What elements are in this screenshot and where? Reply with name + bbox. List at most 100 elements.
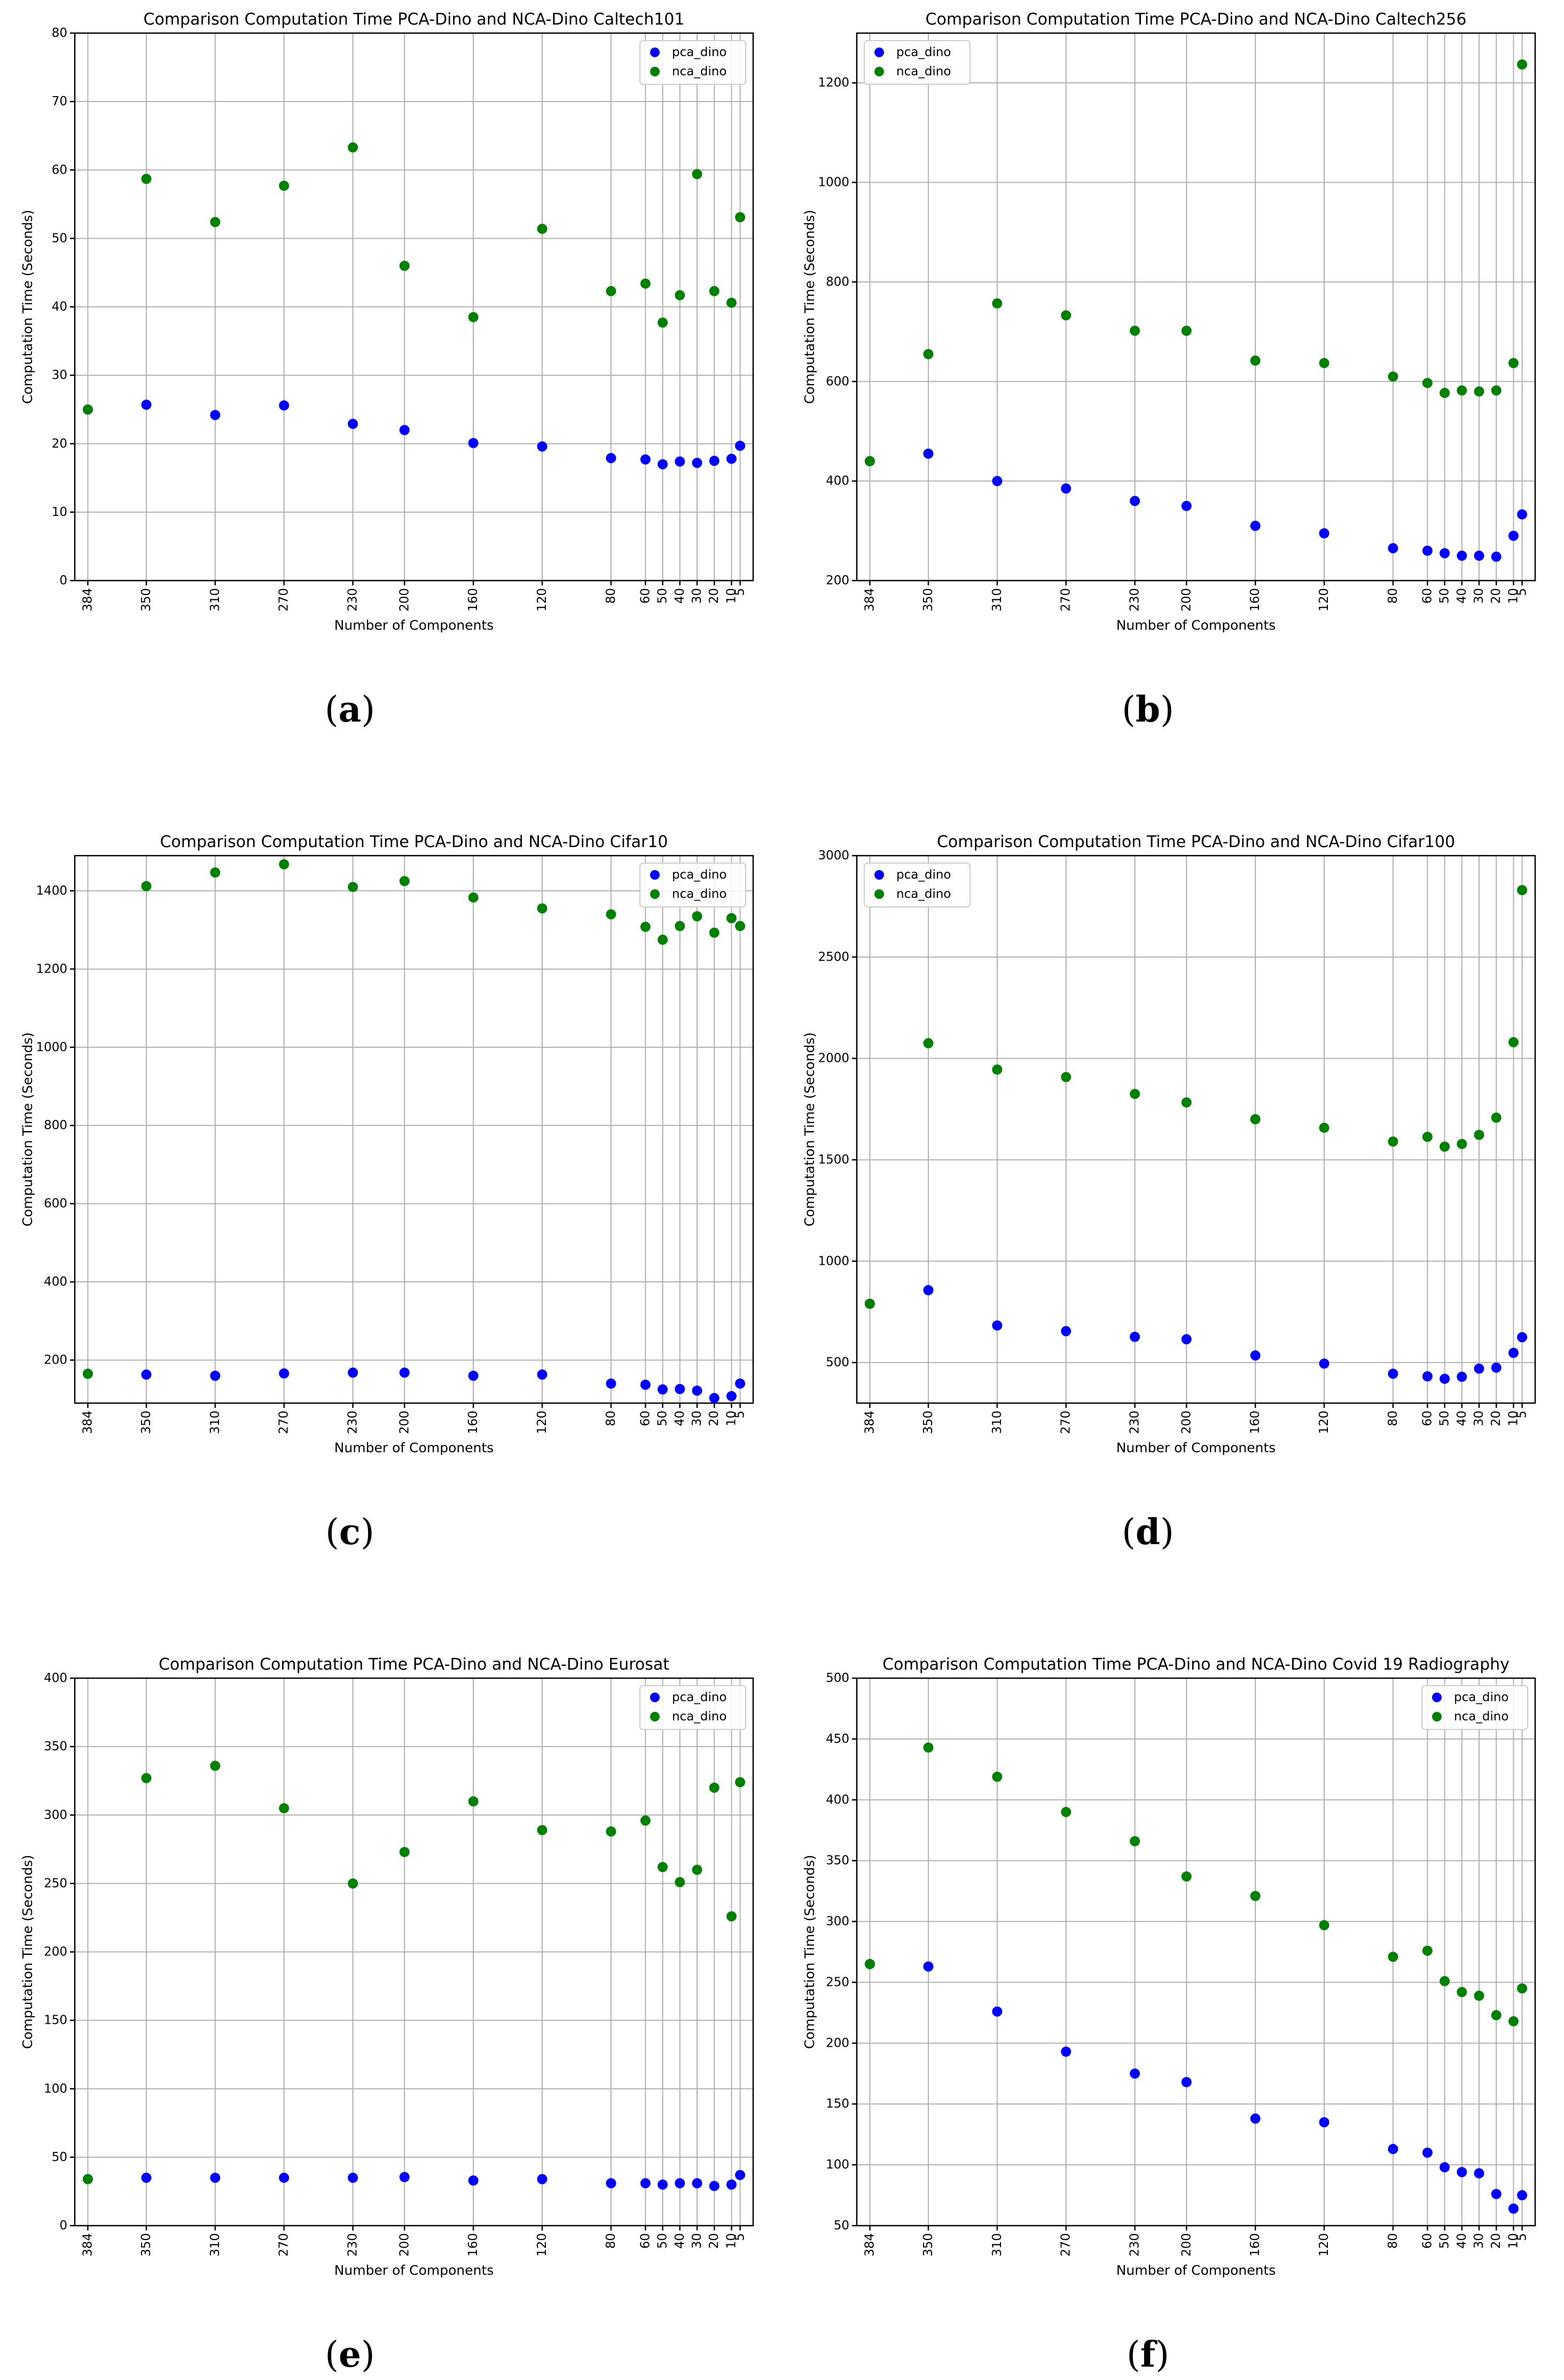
x-tick-label: 200 — [397, 1411, 411, 1434]
x-tick-label: 120 — [535, 2233, 549, 2257]
data-point-pca_dino — [735, 1378, 746, 1389]
x-axis-label: Number of Components — [1116, 1440, 1276, 1455]
data-point-nca_dino — [675, 290, 685, 301]
x-tick-label: 50 — [1438, 588, 1452, 604]
data-point-nca_dino — [1061, 310, 1072, 320]
x-tick-label: 5 — [733, 1411, 747, 1419]
y-tick-label: 150 — [44, 2014, 67, 2027]
data-point-pca_dino — [1319, 528, 1330, 538]
legend-box — [639, 863, 746, 907]
y-tick-label: 600 — [44, 1197, 67, 1211]
y-axis: 200 400 600 800 1000 1200 — [818, 76, 857, 588]
y-tick-label: 1000 — [36, 1040, 67, 1054]
data-point-pca_dino — [348, 1367, 358, 1378]
data-point-nca_dino — [1181, 325, 1192, 336]
x-tick-label: 80 — [1386, 588, 1400, 604]
data-point-pca_dino — [606, 1378, 616, 1389]
caption-c: (c) — [325, 1511, 374, 1553]
x-tick-label: 200 — [397, 588, 411, 612]
legend-marker-pca_dino — [874, 48, 884, 57]
data-point-pca_dino — [606, 2178, 616, 2189]
y-tick-label: 10 — [52, 505, 67, 519]
y-axis-label: Computation Time (Seconds) — [802, 1032, 817, 1226]
x-tick-label: 230 — [346, 1411, 360, 1434]
data-point-nca_dino — [735, 1777, 746, 1788]
x-tick-label: 60 — [638, 588, 652, 604]
data-point-pca_dino — [658, 1384, 668, 1395]
legend-marker-pca_dino — [650, 48, 660, 57]
data-point-pca_dino — [1474, 550, 1484, 561]
grid — [857, 1678, 1535, 2226]
data-point-pca_dino — [675, 456, 685, 467]
data-point-nca_dino — [82, 404, 93, 415]
data-point-pca_dino — [537, 2174, 548, 2185]
data-point-nca_dino — [735, 921, 746, 931]
data-point-pca_dino — [1440, 548, 1450, 559]
data-point-nca_dino — [640, 921, 651, 932]
y-axis-label: Computation Time (Seconds) — [20, 1032, 35, 1226]
x-tick-label: 60 — [1420, 1411, 1434, 1426]
data-point-pca_dino — [640, 2178, 651, 2189]
data-point-pca_dino — [141, 400, 152, 410]
data-point-nca_dino — [606, 1826, 616, 1837]
series-pca_dino — [82, 1367, 746, 1403]
x-tick-label: 60 — [1420, 588, 1434, 604]
y-tick-label: 400 — [44, 1275, 67, 1289]
data-point-pca_dino — [279, 400, 290, 411]
data-point-nca_dino — [675, 1877, 685, 1888]
data-point-nca_dino — [1508, 2016, 1519, 2026]
data-point-pca_dino — [1061, 483, 1072, 494]
data-point-pca_dino — [141, 1369, 152, 1380]
x-tick-label: 160 — [1248, 588, 1262, 612]
data-point-nca_dino — [709, 286, 720, 296]
data-point-pca_dino — [1388, 543, 1398, 553]
y-axis: 0 50 100 150 200 250 300 350 400 — [44, 1671, 75, 2233]
series-nca_dino — [82, 142, 746, 415]
y-tick-label: 2500 — [818, 950, 849, 964]
x-tick-label: 310 — [990, 1411, 1004, 1434]
chart-title: Comparison Computation Time PCA-Dino and… — [937, 833, 1455, 851]
y-tick-label: 800 — [826, 275, 849, 289]
chart-covid19-radiography: 384 350 310 270 230 200 160 120 80 60 50 40 30 20 1055… — [802, 1655, 1536, 2278]
x-axis: 384 350 310 270 230 200 160 120 80 60 50 40 30 20 105 — [81, 1403, 747, 1434]
y-tick-label: 250 — [44, 1876, 67, 1890]
y-tick-label: 600 — [826, 374, 849, 388]
data-point-nca_dino — [640, 278, 651, 289]
x-tick-label: 230 — [1128, 2233, 1142, 2257]
data-point-nca_dino — [1517, 1983, 1528, 1994]
x-axis: 384 350 310 270 230 200 160 120 80 60 50 40 30 20 105 — [863, 581, 1529, 612]
x-tick-label: 50 — [1438, 2233, 1452, 2249]
data-point-nca_dino — [1457, 1139, 1467, 1149]
data-point-nca_dino — [864, 1959, 875, 1969]
y-tick-label: 200 — [826, 2036, 849, 2050]
series-pca_dino — [82, 2170, 746, 2191]
y-axis-label: Computation Time (Seconds) — [802, 210, 817, 404]
x-tick-label: 384 — [863, 588, 877, 612]
legend-label-nca_dino: nca_dino — [896, 65, 951, 79]
y-axis: 50 100 150 200 250 300 350 400 450 500 — [826, 1671, 857, 2233]
data-point-nca_dino — [1061, 1807, 1072, 1818]
x-tick-label: 310 — [208, 1411, 222, 1434]
data-point-pca_dino — [399, 425, 410, 435]
data-point-pca_dino — [923, 448, 934, 459]
x-tick-label: 60 — [638, 2233, 652, 2249]
x-tick-label: 40 — [1455, 1411, 1469, 1426]
x-tick-label: 384 — [81, 2233, 95, 2257]
data-point-nca_dino — [348, 142, 358, 153]
legend-label-pca_dino: pca_dino — [672, 45, 726, 59]
x-tick-label: 120 — [1317, 588, 1331, 612]
data-point-pca_dino — [1474, 2168, 1484, 2179]
legend-marker-pca_dino — [1432, 1693, 1442, 1702]
x-tick-label: 310 — [208, 2233, 222, 2257]
data-point-nca_dino — [82, 2174, 93, 2185]
data-point-pca_dino — [1491, 551, 1502, 562]
data-point-nca_dino — [709, 1782, 720, 1793]
data-point-pca_dino — [992, 476, 1003, 487]
series-nca_dino — [864, 1742, 1528, 2026]
x-axis: 384 350 310 270 230 200 160 120 80 60 50 40 30 20 105 — [863, 1403, 1529, 1434]
data-point-pca_dino — [709, 1392, 720, 1403]
data-point-nca_dino — [141, 1773, 152, 1783]
legend-box — [639, 40, 746, 85]
data-point-pca_dino — [726, 2179, 737, 2190]
x-tick-label: 10 — [1506, 2233, 1520, 2249]
